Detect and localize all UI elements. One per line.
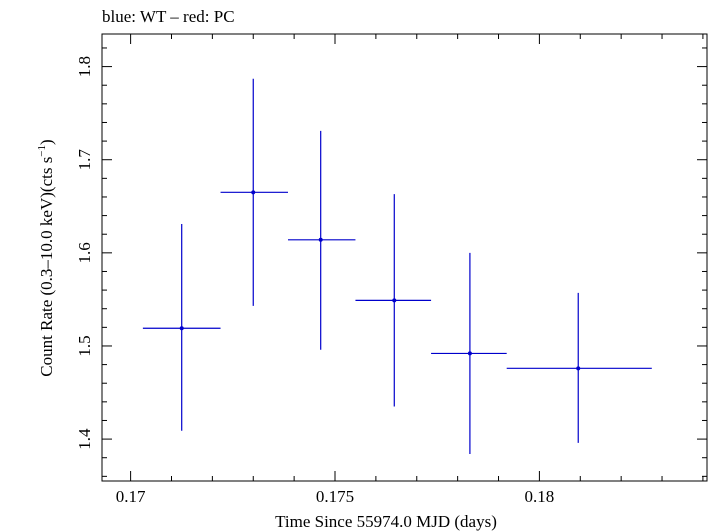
series-group: [142, 78, 652, 454]
y-tick-label: 1.7: [75, 149, 94, 171]
x-axis-ticks: 0.17 0.175 0.18: [116, 34, 704, 506]
y-tick-label: 1.6: [75, 242, 94, 263]
plot-frame: [101, 33, 708, 482]
x-tick-label: 0.175: [316, 487, 354, 506]
y-axis-label-close: ): [37, 139, 56, 145]
y-tick-label: 1.5: [75, 335, 94, 356]
y-tick-label: 1.8: [75, 56, 94, 77]
y-axis-label-superscript: −1: [36, 145, 48, 157]
y-tick-label: 1.4: [75, 428, 94, 450]
data-point: [467, 351, 472, 356]
x-axis-label: Time Since 55974.0 MJD (days): [275, 512, 497, 531]
data-point: [576, 366, 581, 371]
data-point: [179, 326, 184, 331]
x-tick-label: 0.17: [116, 487, 146, 506]
data-point: [392, 298, 397, 303]
y-axis-label: Count Rate (0.3–10.0 keV)(cts s−1): [36, 139, 56, 376]
chart-title: blue: WT – red: PC: [102, 7, 235, 26]
y-axis-ticks: 1.4 1.5 1.6 1.7 1.8: [75, 47, 707, 477]
y-axis-label-main: Count Rate (0.3–10.0 keV)(cts s: [37, 157, 56, 377]
data-point: [251, 190, 256, 195]
data-point: [318, 237, 323, 242]
x-tick-label: 0.18: [525, 487, 555, 506]
